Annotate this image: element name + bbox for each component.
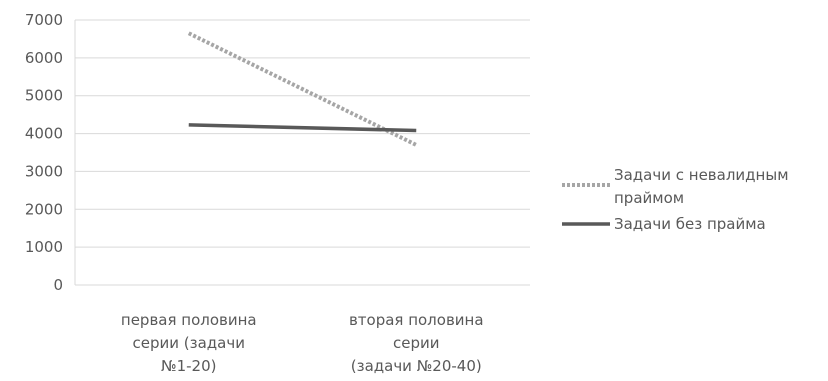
y-axis: 0 1000 2000 3000 4000 5000 6000 7000 [25,11,76,294]
series-line-2 [188,123,417,133]
gridlines [75,19,530,248]
legend: Задачи с невалидным праймом Задачи без пра… [562,166,789,233]
x-category-label: вторая половина [349,311,484,329]
y-tick-label: 3000 [25,162,63,180]
legend-label-1: Задачи с невалидным [614,166,789,184]
x-category-label: (задачи №20-40) [351,357,482,375]
x-category-label: серии (задачи [133,334,245,352]
plot-series [187,31,418,147]
x-category-label: первая половина [121,311,257,329]
y-tick-label: 4000 [25,125,63,143]
y-tick-label: 2000 [25,200,63,218]
y-tick-label: 0 [53,276,63,294]
legend-label-1-cont: праймом [614,189,684,207]
legend-label-2: Задачи без прайма [614,215,766,233]
y-tick-label: 7000 [25,11,63,29]
y-tick-label: 1000 [25,238,63,256]
x-axis: первая половина серии (задачи №1-20) вторая… [75,284,530,375]
y-tick-label: 5000 [25,87,63,105]
x-category-label: №1-20) [161,357,217,375]
y-tick-label: 6000 [25,49,63,67]
series-line-1 [187,31,418,147]
x-category-label: серии [393,334,440,352]
